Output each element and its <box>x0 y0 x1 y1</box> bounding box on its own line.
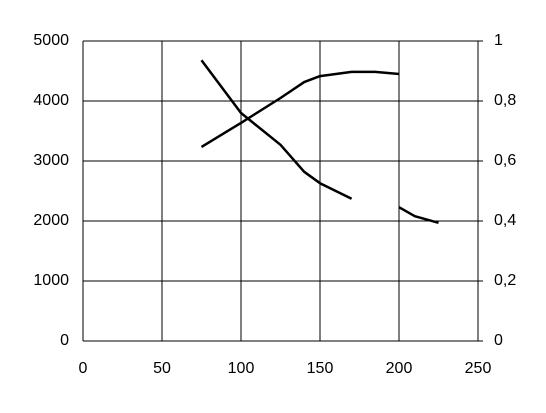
line-series <box>200 59 439 225</box>
y2-tick-label: 0,2 <box>494 272 516 289</box>
x-tick-label: 250 <box>465 360 492 377</box>
y-tick-label: 1000 <box>33 272 69 289</box>
y2-tick-label: 0,4 <box>494 212 516 229</box>
y-tick-label: 4000 <box>33 92 69 109</box>
y-tick-label: 2000 <box>33 212 69 229</box>
x-tick-label: 200 <box>386 360 413 377</box>
y2-tick-label: 0 <box>494 332 503 349</box>
y-tick-label: 0 <box>60 332 69 349</box>
y2-tick-label: 1 <box>494 32 503 49</box>
x-tick-label: 50 <box>153 360 171 377</box>
y2-tick-label: 0,8 <box>494 92 516 109</box>
x-tick-label: 150 <box>307 360 334 377</box>
x-tick-label: 100 <box>228 360 255 377</box>
y-tick-label: 3000 <box>33 152 69 169</box>
y2-tick-label: 0,6 <box>494 152 516 169</box>
x-tick-label: 0 <box>79 360 88 377</box>
y-tick-label: 5000 <box>33 32 69 49</box>
